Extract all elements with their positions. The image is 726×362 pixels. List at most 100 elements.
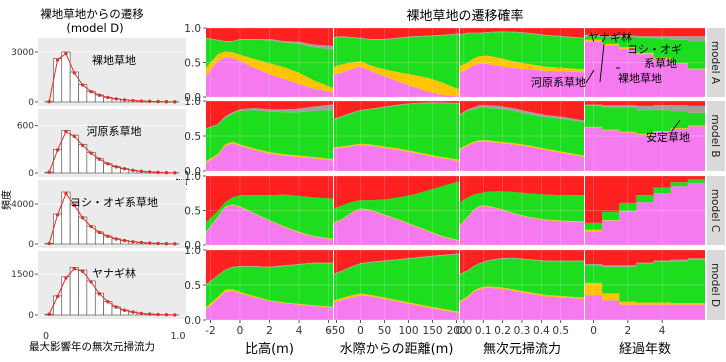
histogram-bar [69, 134, 79, 174]
fitted-point [147, 312, 152, 316]
x-tick-label: 4 [296, 325, 303, 337]
area-layer [206, 104, 333, 129]
fitted-point [173, 313, 177, 317]
area-layer [460, 31, 584, 39]
area-layer [585, 176, 705, 223]
area-layer [460, 191, 584, 225]
area-layer [334, 34, 459, 90]
annotation-leader [585, 69, 595, 84]
y-tick-label: 1.0 [184, 245, 201, 257]
fitted-point [89, 89, 93, 94]
area-layer [206, 262, 333, 285]
fitted-point [147, 99, 152, 104]
fitted-point [47, 170, 51, 174]
area-layer [334, 209, 459, 245]
fitted-point [156, 241, 160, 246]
left-y-tick-label: 3000 [11, 48, 34, 58]
fitted-point [122, 167, 127, 171]
left-facet-label: ヨシ・オギ系草地 [70, 196, 158, 209]
fitted-point [106, 162, 110, 166]
x-tick-label: 0 [590, 325, 597, 337]
area-layer [206, 110, 333, 162]
x-axis-title: 水際からの距離(m) [340, 342, 454, 357]
histogram-bar [53, 295, 63, 316]
left-facet-label: ヤナギ林 [92, 266, 136, 280]
area-layer [460, 205, 584, 226]
fitted-point [114, 237, 118, 241]
x-axis-title: 無次元掃流力 [483, 341, 561, 357]
area-layer [460, 141, 584, 171]
histogram-bar [53, 149, 63, 174]
fitted-point [139, 99, 144, 103]
fitted-point [64, 191, 68, 196]
y-tick-label: 1.0 [184, 23, 201, 35]
annotation-leader [671, 119, 681, 132]
fitted-curve [48, 52, 175, 103]
x-tick-label: 0 [357, 325, 364, 337]
x-tick-label: 0.3 [514, 325, 531, 337]
area-layer [585, 104, 705, 113]
area-layer [460, 250, 584, 274]
left-facet-label: 裸地草地 [92, 53, 136, 67]
area-layer [334, 253, 459, 275]
area-layer [206, 37, 333, 50]
fitted-point [80, 216, 85, 220]
area-layer [460, 287, 584, 320]
histogram-bar [53, 58, 63, 103]
fitted-point [139, 169, 144, 174]
facet-strip-label: model B [709, 114, 721, 157]
area-layer [460, 176, 584, 203]
left-y-tick-label: 0 [28, 311, 34, 321]
fitted-point [55, 148, 60, 152]
fitted-point [173, 100, 177, 104]
area-layer [460, 32, 584, 70]
area-layer [334, 103, 459, 160]
fitted-point [106, 234, 110, 238]
x-tick-label: 0.0 [456, 325, 473, 337]
fitted-point [64, 276, 68, 280]
fitted-point [97, 157, 102, 161]
area-layer [585, 28, 705, 37]
histogram-bar [61, 130, 71, 174]
left-y-tick-label: 4000 [11, 200, 34, 210]
y-tick-label: 1.0 [184, 96, 201, 108]
area-layer [206, 250, 333, 285]
area-layer [585, 295, 705, 320]
fitted-point [72, 134, 77, 138]
left-y-tick-label: 0 [28, 169, 34, 179]
left-title-line1: 裸地草地からの遷移 [40, 7, 144, 21]
fitted-point [72, 71, 77, 75]
area-layer [334, 102, 459, 120]
x-tick-label: 0.2 [494, 325, 511, 337]
fitted-point [80, 83, 85, 87]
x-tick-label: 2 [625, 325, 632, 337]
x-tick-label: 4 [659, 325, 666, 337]
fitted-point [122, 308, 127, 312]
area-layer [334, 250, 459, 274]
fitted-point [55, 294, 60, 299]
area-layer [585, 250, 705, 266]
area-layer [206, 101, 333, 129]
area-layer [334, 33, 459, 40]
facet-strip-label: model D [709, 263, 721, 307]
fitted-point [156, 170, 160, 175]
fitted-point [89, 280, 93, 284]
area-layer [206, 205, 333, 245]
fitted-point [131, 168, 135, 173]
x-tick-label: 0.4 [533, 325, 550, 337]
x-tick-label: 50 [378, 325, 391, 337]
fitted-point [47, 312, 51, 316]
area-layer [334, 101, 459, 119]
left-x-tick-1: 1.0 [170, 331, 185, 342]
area-layer [334, 176, 459, 209]
annotation-label: 安定草地 [646, 130, 690, 144]
histogram-bar [78, 269, 88, 316]
fitted-point [114, 97, 118, 101]
area-layer [585, 282, 705, 305]
left-xlabel: 最大影響年の無次元掃流力 [29, 340, 155, 353]
x-tick-label: -2 [205, 325, 215, 337]
y-tick-label: 0.0 [184, 166, 201, 178]
y-tick-label: 0.5 [184, 280, 201, 292]
area-layer [334, 181, 459, 241]
